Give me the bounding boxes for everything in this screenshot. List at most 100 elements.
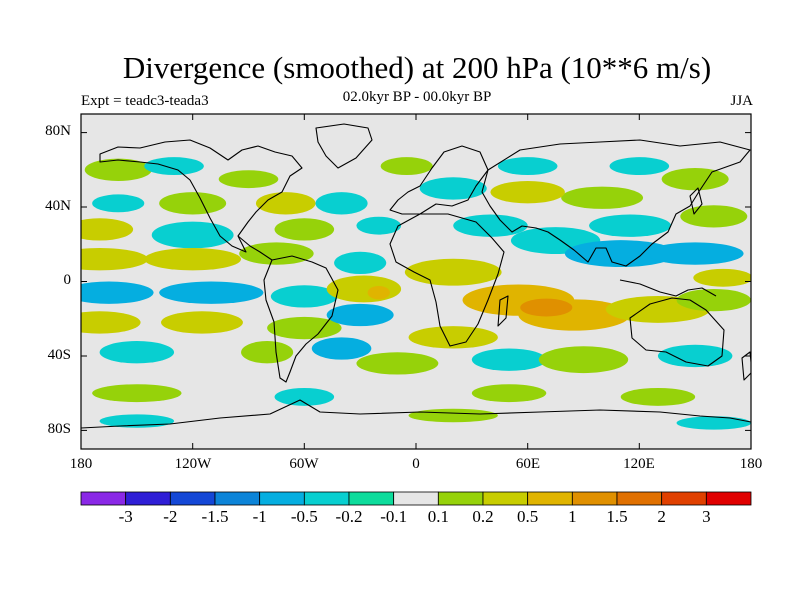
figure-subtitle: 02.0kyr BP - 00.0kyr BP	[342, 89, 492, 105]
divergence-contour	[274, 218, 335, 241]
coastline-madagascar	[497, 295, 509, 327]
divergence-contour	[356, 216, 402, 235]
colorbar-label: -2	[163, 507, 178, 526]
lon-tick-label: 120E	[623, 456, 655, 472]
coastline-africa	[389, 213, 505, 347]
divergence-contour	[81, 248, 148, 271]
divergence-contour	[676, 288, 751, 312]
figure-title: Divergence (smoothed) at 200 hPa (10**6 …	[122, 50, 712, 85]
divergence-contour	[326, 303, 394, 327]
divergence-contour	[367, 285, 390, 300]
colorbar-swatch	[616, 491, 663, 506]
colorbar-swatch	[393, 491, 439, 506]
colorbar-swatch	[214, 491, 261, 506]
divergence-contour	[661, 167, 729, 191]
divergence-contour	[270, 285, 338, 308]
divergence-contour	[151, 221, 234, 249]
coastline-antarctica	[81, 399, 751, 429]
colorbar-swatch	[482, 491, 529, 506]
season-label: JJA	[730, 93, 753, 109]
colorbar-label: -1.5	[201, 507, 229, 526]
divergence-contour	[380, 157, 433, 176]
divergence-contour	[356, 352, 439, 375]
coastline-north-america	[99, 139, 303, 253]
divergence-contour	[471, 384, 547, 403]
lon-tick-label: 180	[69, 456, 93, 472]
divergence-contour	[676, 416, 751, 430]
colorbar-swatch	[661, 491, 707, 506]
divergence-contour	[81, 218, 134, 241]
divergence-contour	[561, 186, 644, 209]
divergence-contour	[81, 311, 141, 334]
divergence-contour	[92, 194, 145, 213]
lon-tick-label: 60E	[515, 456, 541, 472]
colorbar	[80, 491, 752, 506]
divergence-contour	[538, 346, 629, 374]
divergence-contour	[239, 242, 314, 265]
coastline-south-america	[263, 255, 339, 383]
coastline-asia	[481, 139, 751, 267]
colorbar-swatch	[571, 491, 618, 506]
colorbar-label: 3	[702, 507, 711, 526]
coastline-japan	[689, 187, 703, 215]
divergence-contour	[218, 170, 279, 189]
divergence-contour	[589, 214, 671, 237]
continent-outlines	[81, 123, 751, 429]
divergence-contour	[404, 258, 502, 286]
divergence-contour	[92, 384, 182, 403]
colorbar-swatch	[527, 491, 573, 506]
lat-tick-label: 80N	[45, 123, 71, 139]
divergence-contour	[680, 205, 748, 228]
divergence-contour	[497, 157, 558, 176]
colorbar-label: -1	[252, 507, 267, 526]
coastline-maritime	[619, 279, 717, 297]
coastline-greenland	[315, 123, 373, 169]
colorbar-label: -3	[118, 507, 133, 526]
colorbar-label: 0.1	[427, 507, 449, 526]
colorbar-label: 1.5	[606, 507, 628, 526]
colorbar-label: -0.1	[380, 507, 408, 526]
divergence-contour	[315, 192, 368, 215]
divergence-contour	[84, 158, 152, 181]
divergence-contour	[311, 337, 372, 360]
colorbar-label: 1	[568, 507, 577, 526]
divergence-contour	[520, 298, 573, 317]
colorbar-label: 2	[657, 507, 666, 526]
divergence-contour	[159, 192, 227, 215]
coastline-australia	[629, 297, 725, 367]
divergence-contour	[334, 251, 387, 275]
divergence-contour	[161, 311, 243, 334]
divergence-contour	[99, 341, 175, 364]
colorbar-swatch	[437, 491, 484, 506]
lon-tick-label: 0	[412, 456, 420, 472]
divergence-contour	[274, 387, 335, 406]
lat-tick-label: 40N	[45, 198, 71, 214]
divergence-contour	[693, 268, 751, 287]
divergence-contour	[408, 326, 498, 349]
divergence-contour	[646, 242, 744, 265]
lon-tick-label: 60W	[289, 456, 319, 472]
colorbar-swatch	[80, 491, 127, 506]
divergence-contour	[471, 348, 547, 371]
lat-tick-label: 0	[63, 272, 72, 288]
lon-tick-label: 120W	[174, 456, 212, 472]
colorbar-label: -0.5	[290, 507, 318, 526]
colorbar-swatch	[169, 491, 216, 506]
divergence-contour	[81, 281, 154, 304]
divergence-contour	[144, 247, 242, 271]
divergence-contour	[241, 341, 294, 364]
divergence-contour	[419, 177, 487, 200]
divergence-contour	[144, 157, 204, 176]
colorbar-swatch	[348, 491, 395, 506]
axis-ticks	[81, 114, 751, 449]
coastline-europe	[389, 145, 489, 215]
divergence-contour	[453, 214, 528, 237]
colorbar-label: -0.2	[335, 507, 363, 526]
coastline-new-zealand	[741, 351, 751, 381]
coastline-central-america	[237, 235, 273, 261]
lat-tick-label: 80S	[47, 421, 71, 437]
colorbar-swatch	[259, 491, 305, 506]
divergence-contour	[609, 157, 670, 176]
divergence-contour	[267, 316, 342, 340]
